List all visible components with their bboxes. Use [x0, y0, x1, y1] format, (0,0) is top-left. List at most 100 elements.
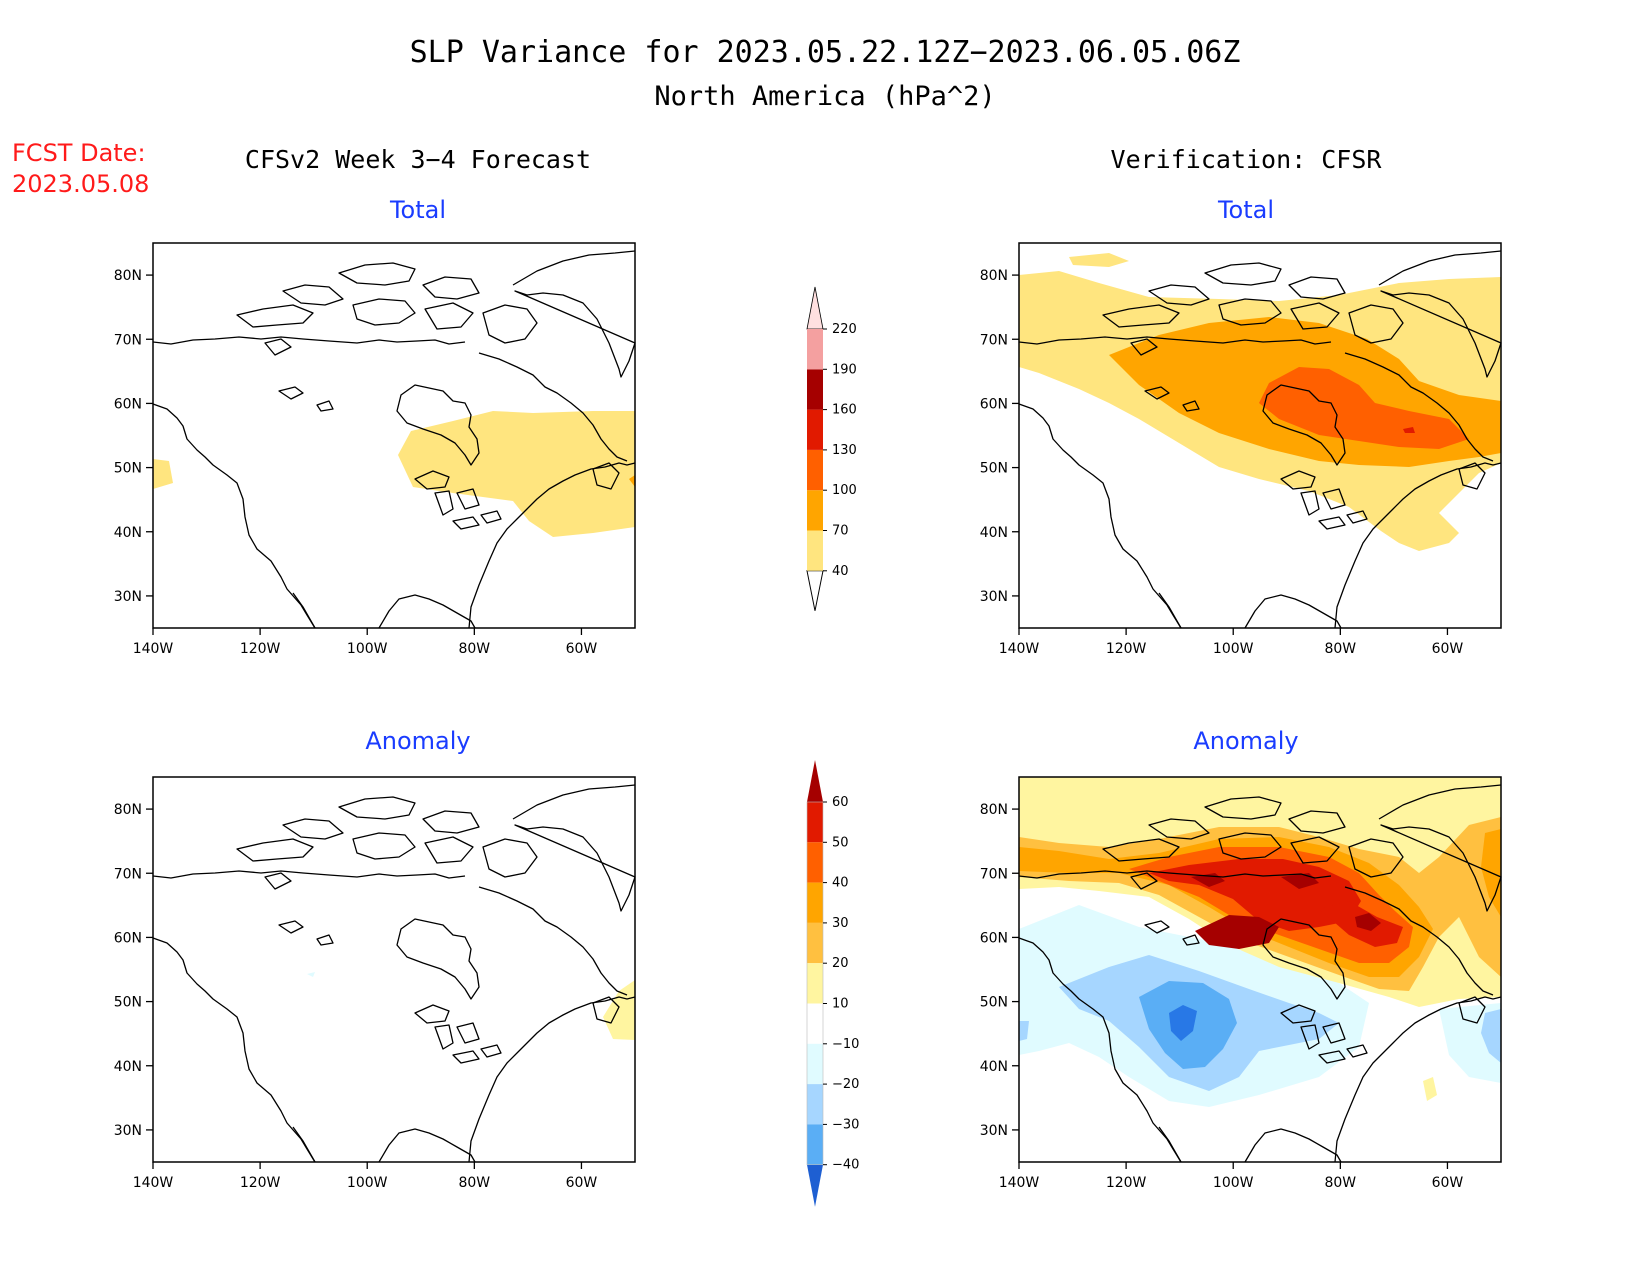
lon-tick-label: 80W — [458, 1175, 490, 1191]
lon-tick-label: 140W — [999, 641, 1040, 657]
lon-tick-label: 60W — [566, 641, 598, 657]
lon-tick-label: 60W — [1432, 1175, 1464, 1191]
subtitle: North America (hPa^2) — [654, 81, 995, 112]
shade-above-60 — [1195, 915, 1279, 949]
lon-tick-label: 140W — [133, 1175, 174, 1191]
lat-tick-label: 50N — [980, 995, 1008, 1011]
lat-tick-label: 60N — [980, 930, 1008, 946]
main-title: SLP Variance for 2023.05.22.12Z−2023.06.… — [410, 35, 1241, 70]
colorbar-segment — [807, 882, 823, 923]
shade-40-70 — [153, 459, 173, 489]
right-column-title: Verification: CFSR — [1111, 145, 1383, 174]
lat-tick-label: 60N — [980, 396, 1008, 412]
colorbar-segment — [807, 1043, 823, 1085]
lon-tick-label: 100W — [347, 1175, 388, 1191]
shade-neg20-neg30 — [1019, 1021, 1029, 1041]
colorbar-level-label: 10 — [832, 997, 849, 1012]
lat-tick-label: 70N — [114, 866, 142, 882]
colorbar-level-label: 190 — [832, 362, 857, 377]
lat-tick-label: 60N — [114, 396, 142, 412]
colorbar-segment — [807, 922, 823, 964]
lon-tick-label: 100W — [1213, 1175, 1254, 1191]
colorbar-level-label: 20 — [832, 956, 849, 971]
lon-tick-label: 80W — [458, 641, 490, 657]
map-frame — [1018, 242, 1502, 629]
panel-title-verification-anomaly: Anomaly — [1193, 727, 1298, 755]
lat-tick-label: 50N — [114, 995, 142, 1011]
lat-tick-label: 40N — [980, 525, 1008, 541]
colorbar-level-label: 160 — [832, 403, 857, 418]
shade-70-100 — [629, 475, 635, 487]
lat-tick-label: 40N — [980, 1059, 1008, 1075]
lon-tick-label: 60W — [566, 1175, 598, 1191]
lon-tick-label: 140W — [999, 1175, 1040, 1191]
shade-10-20 — [1423, 1077, 1437, 1101]
fcst-date-label: FCST Date: — [12, 139, 146, 167]
lon-tick-label: 120W — [1106, 641, 1147, 657]
colorbar-segment — [807, 802, 823, 843]
lat-tick-label: 70N — [980, 332, 1008, 348]
lon-tick-label: 120W — [240, 641, 281, 657]
colorbar-arrow-low — [806, 570, 824, 611]
colorbar-level-label: −40 — [832, 1158, 859, 1173]
panel-title-forecast-anomaly: Anomaly — [365, 727, 470, 755]
lat-tick-label: 40N — [114, 1059, 142, 1075]
colorbar-level-label: 220 — [832, 322, 857, 337]
colorbar-level-label: 40 — [832, 876, 849, 891]
lat-tick-label: 80N — [114, 802, 142, 818]
colorbar-segment — [807, 1124, 823, 1165]
colorbar-segment — [807, 842, 823, 883]
colorbar-segment — [807, 1003, 823, 1044]
colorbar-arrow-high — [806, 286, 824, 330]
map-frame — [1018, 776, 1502, 1163]
colorbar-anomaly: 60 50 40 30 20 10 −10 −20 −30 −40 — [806, 760, 859, 1207]
fcst-date-value: 2023.05.08 — [12, 170, 149, 198]
axes-layer: 80N 70N 60N 50N 40N 30N 140W 120W 100W 80W 60W 80N 7… — [114, 268, 1464, 1191]
colorbar-level-label: −20 — [832, 1077, 859, 1092]
panel-title-verification-total: Total — [1217, 196, 1274, 224]
lat-tick-label: 60N — [114, 930, 142, 946]
shade-40-70 — [398, 411, 635, 537]
colorbar-segment — [807, 449, 823, 491]
lon-tick-label: 100W — [347, 641, 388, 657]
map-frame — [152, 776, 636, 1163]
shade-10-20 — [603, 980, 635, 1040]
map-frame — [152, 242, 636, 629]
colorbar-level-label: −10 — [832, 1037, 859, 1052]
lon-tick-label: 80W — [1324, 1175, 1356, 1191]
map-verification-total — [1018, 242, 1502, 629]
colorbar-level-label: 60 — [832, 795, 849, 810]
colorbar-level-label: 70 — [832, 524, 849, 539]
shade-100-130 — [1259, 367, 1469, 449]
lat-tick-label: 70N — [980, 866, 1008, 882]
lat-tick-label: 50N — [980, 461, 1008, 477]
map-verification-anomaly — [1018, 776, 1502, 1163]
colorbar-level-label: −30 — [832, 1117, 859, 1132]
lon-tick-label: 80W — [1324, 641, 1356, 657]
shade-40-70 — [1069, 253, 1129, 267]
colorbar-segment — [807, 530, 823, 571]
shade-below-neg40 — [1169, 1005, 1197, 1041]
lat-tick-label: 30N — [114, 1123, 142, 1139]
lon-tick-label: 120W — [1106, 1175, 1147, 1191]
lat-tick-label: 30N — [114, 589, 142, 605]
lat-tick-label: 70N — [114, 332, 142, 348]
panel-title-forecast-total: Total — [389, 196, 446, 224]
colorbar-segment — [807, 409, 823, 450]
map-forecast-total — [152, 242, 636, 629]
lon-tick-label: 100W — [1213, 641, 1254, 657]
colorbar-arrow-low — [807, 1164, 823, 1207]
left-column-title: CFSv2 Week 3−4 Forecast — [245, 145, 591, 174]
shade-neg10-neg20 — [307, 972, 315, 977]
lon-tick-label: 140W — [133, 641, 174, 657]
lat-tick-label: 80N — [114, 268, 142, 284]
colorbar-level-label: 130 — [832, 443, 857, 458]
lon-tick-label: 60W — [1432, 641, 1464, 657]
colorbar-level-label: 50 — [832, 835, 849, 850]
shade-above-60 — [1355, 913, 1381, 931]
colorbar-outline — [806, 801, 824, 1166]
lat-tick-label: 30N — [980, 589, 1008, 605]
colorbar-level-label: 100 — [832, 483, 857, 498]
colorbar-level-label: 40 — [832, 564, 849, 579]
